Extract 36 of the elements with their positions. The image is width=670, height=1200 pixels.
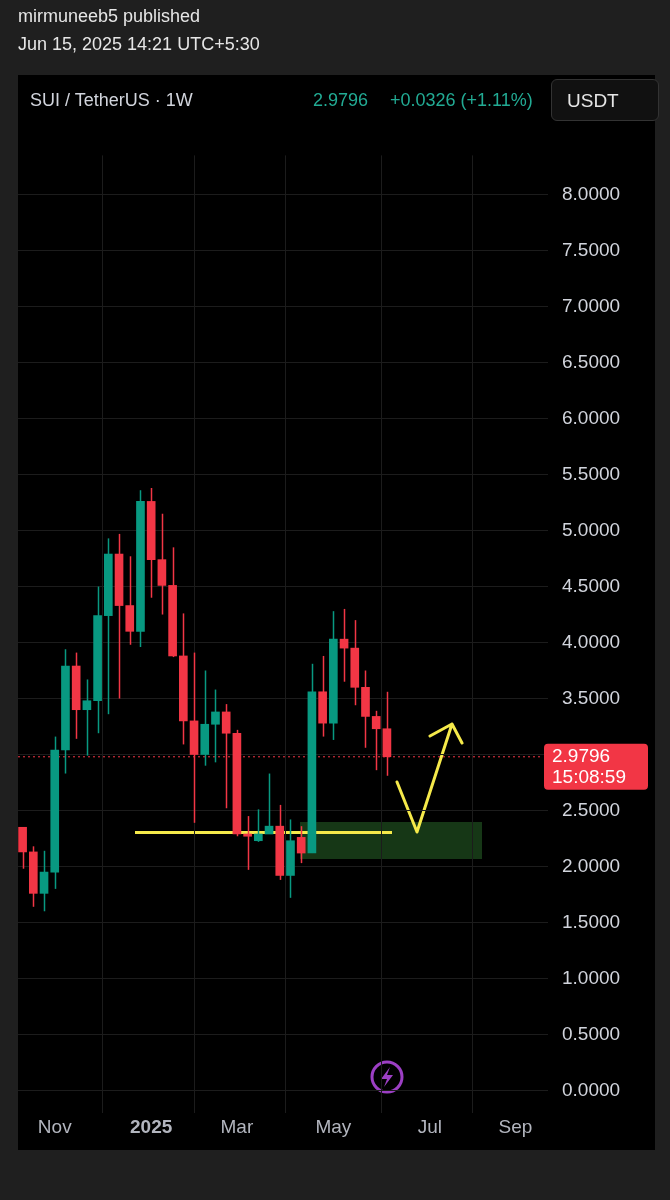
chart-subtitle: Jun 15, 2025 14:21 UTC+5:30 <box>18 34 260 55</box>
y-tick-label: 7.0000 <box>562 294 621 316</box>
text: USDT <box>551 79 659 121</box>
candlestick <box>39 850 49 913</box>
y-tick-label: 5.5000 <box>562 462 621 484</box>
text: 15:08:59 <box>552 766 626 788</box>
candlestick <box>243 815 252 871</box>
y-tick-label: 5.0000 <box>562 518 621 540</box>
text: +0.0326 (+1.11%) <box>390 90 533 111</box>
x-tick-label: Mar <box>220 1115 254 1137</box>
chart-title: mirmuneeb5 published <box>18 6 201 27</box>
y-tick-label: 8.0000 <box>562 182 621 204</box>
y-tick-label: 0.5000 <box>562 1022 621 1044</box>
y-tick-label: 6.0000 <box>562 406 621 428</box>
candlestick <box>211 688 220 764</box>
x-tick-label: May <box>315 1115 352 1137</box>
x-tick-label: Sep <box>498 1115 533 1137</box>
y-tick-label: 3.5000 <box>562 686 621 708</box>
y-tick-label: 2.5000 <box>562 798 621 820</box>
y-tick-label: 4.0000 <box>562 630 621 652</box>
candlestick <box>296 825 306 864</box>
y-tick-label: 1.0000 <box>562 966 621 988</box>
x-tick-label: Nov <box>37 1115 73 1137</box>
x-tick-label: Jul <box>417 1115 442 1137</box>
y-tick-label: 1.5000 <box>562 910 621 932</box>
y-tick-label: 7.5000 <box>562 238 621 260</box>
x-tick-label: 2025 <box>130 1115 173 1137</box>
ref-line-label: 2.9796 <box>552 745 611 767</box>
y-tick-label: 4.5000 <box>562 574 621 596</box>
candlestick <box>82 678 92 757</box>
text: 2.9796 <box>313 90 369 111</box>
y-tick-label: 2.0000 <box>562 854 621 876</box>
y-tick-label: 6.5000 <box>562 350 621 372</box>
candlestick <box>254 808 263 843</box>
y-tick-label: 0.0000 <box>562 1078 621 1100</box>
text: SUI / TetherUS · 1W <box>30 90 193 111</box>
